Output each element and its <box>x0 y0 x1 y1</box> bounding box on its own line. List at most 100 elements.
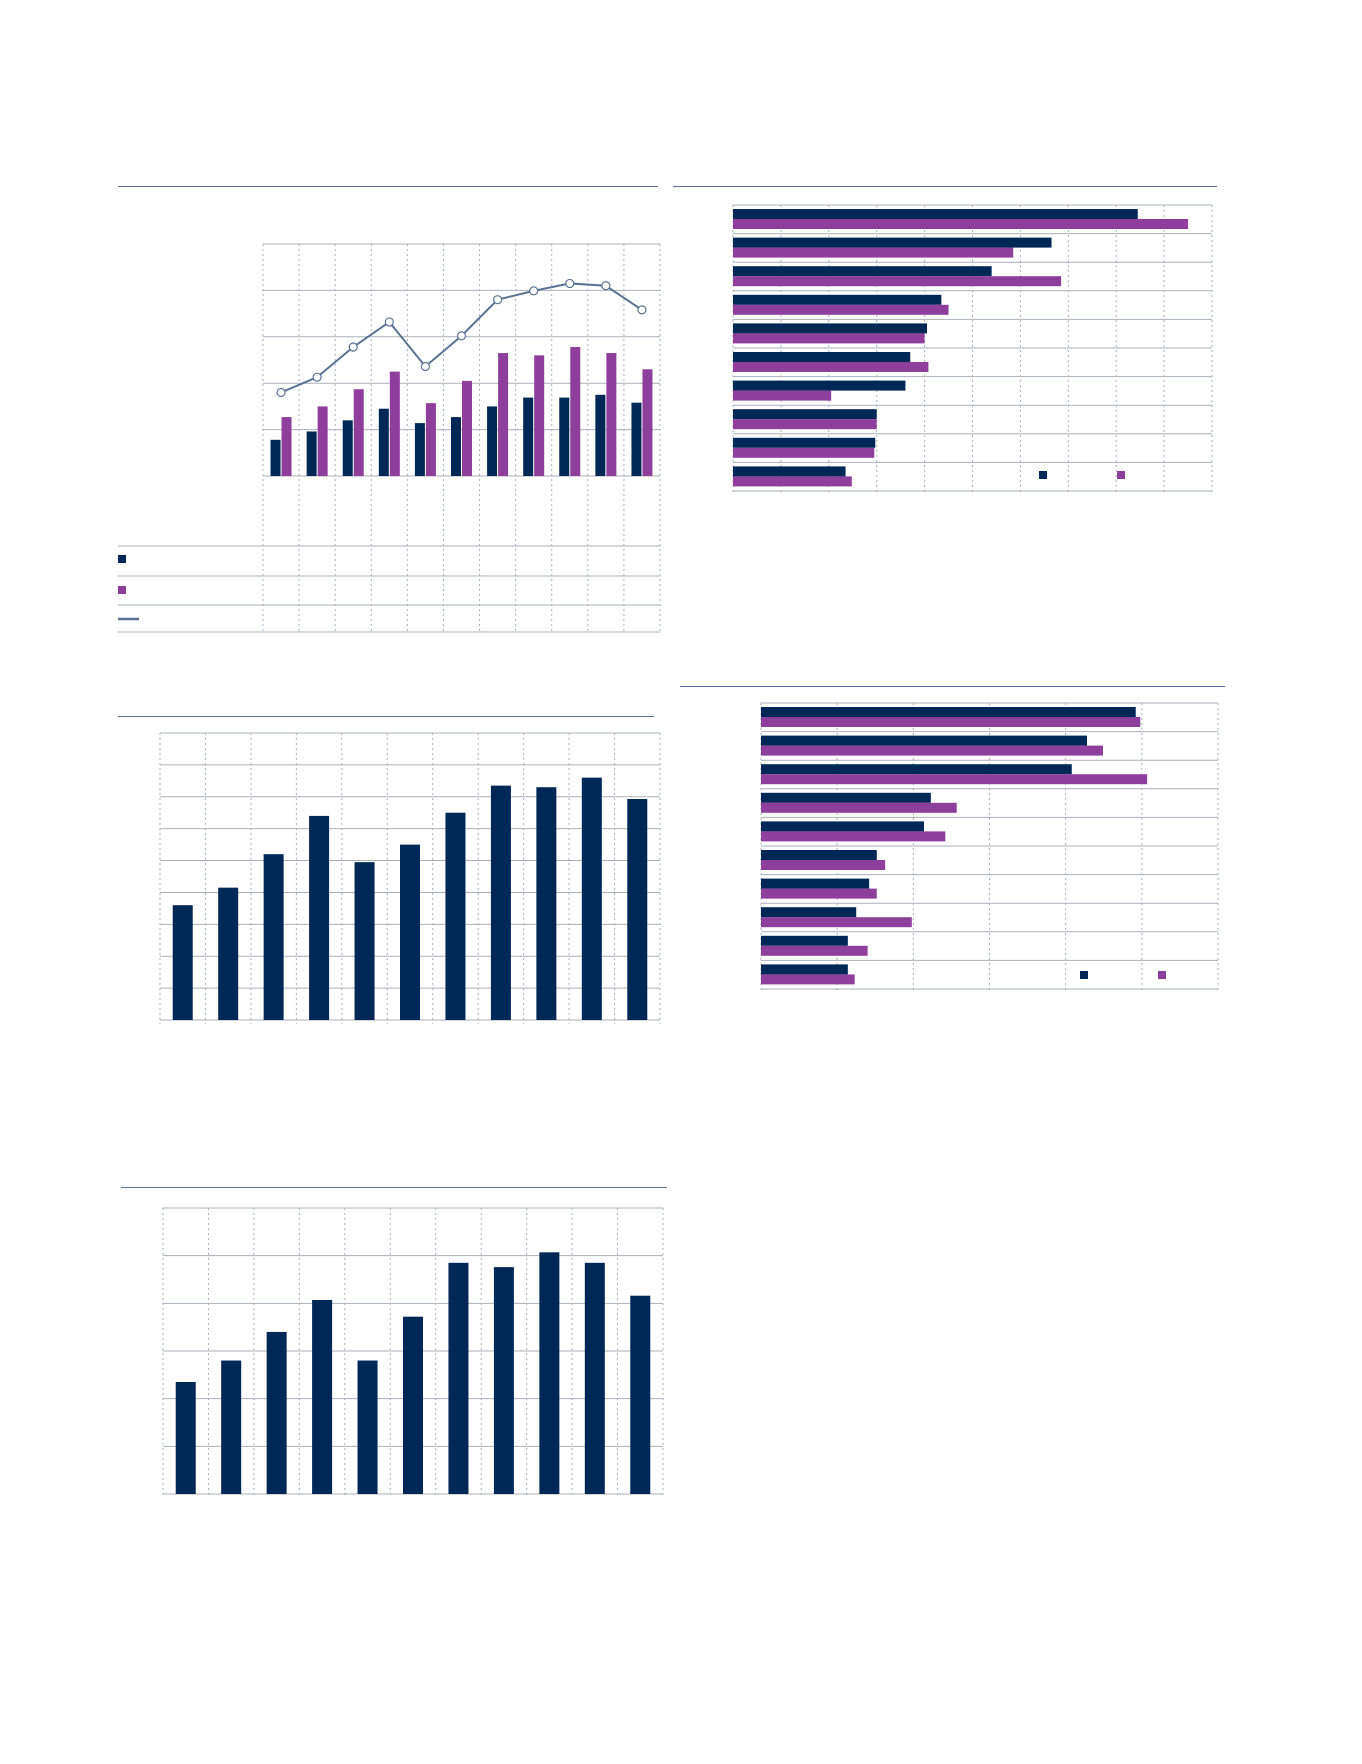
bar <box>733 219 1189 229</box>
bar <box>462 380 472 476</box>
chart-2-title-rule <box>673 186 1217 187</box>
bar <box>733 409 877 420</box>
bar <box>733 294 942 305</box>
chart-1-title-rule <box>118 186 658 187</box>
bar <box>306 431 317 476</box>
bar <box>733 237 1052 248</box>
bar <box>309 815 330 1020</box>
bar <box>218 887 239 1020</box>
bar <box>733 380 906 391</box>
bar <box>761 878 870 889</box>
bar <box>631 402 642 476</box>
bar <box>761 735 1087 746</box>
bar <box>733 419 877 430</box>
bar <box>761 945 868 956</box>
legend-key-series-1 <box>1080 971 1088 979</box>
bar <box>761 745 1103 756</box>
bar <box>357 1360 378 1494</box>
bar <box>733 476 852 487</box>
bar <box>581 777 602 1020</box>
bar <box>595 394 606 476</box>
bar <box>642 369 653 476</box>
chart-3-title-rule <box>118 716 654 717</box>
bar <box>733 390 832 401</box>
line-point <box>601 281 611 291</box>
line-point <box>312 372 322 382</box>
bar <box>761 707 1136 717</box>
bar <box>493 1267 514 1494</box>
bar <box>281 417 292 476</box>
bar <box>263 854 284 1020</box>
bar <box>445 812 466 1020</box>
bar <box>539 1252 560 1494</box>
bar <box>761 907 857 918</box>
legend-key-series-1 <box>1039 471 1047 479</box>
bar <box>414 423 425 476</box>
line-point <box>420 361 431 372</box>
bar <box>733 323 927 334</box>
bar <box>761 821 924 832</box>
line-point <box>276 387 286 398</box>
line-point <box>637 305 647 315</box>
bar <box>733 437 876 448</box>
bar <box>733 352 911 362</box>
bar <box>761 860 886 870</box>
bar <box>761 764 1072 775</box>
bar <box>733 276 1062 287</box>
bar <box>733 466 846 477</box>
bar <box>733 209 1138 219</box>
bar <box>342 420 353 476</box>
bar <box>389 371 400 476</box>
bar <box>761 792 931 803</box>
bar <box>317 406 328 476</box>
bar <box>761 964 848 975</box>
bar <box>536 787 557 1020</box>
bar <box>175 1381 196 1494</box>
legend-key-series-2 <box>1158 971 1166 979</box>
bar <box>733 333 925 344</box>
legend-key-series-1 <box>118 555 126 563</box>
line-point <box>456 331 467 341</box>
bar <box>534 355 545 476</box>
bar <box>498 353 509 476</box>
bar <box>266 1331 287 1494</box>
bar <box>570 347 581 476</box>
legend-key-series-2 <box>1117 471 1125 479</box>
bar <box>733 247 1014 258</box>
bar <box>733 362 929 372</box>
bar <box>451 417 461 476</box>
bar <box>733 266 992 277</box>
bar <box>400 844 420 1020</box>
bar <box>606 353 617 476</box>
line-point <box>492 295 503 305</box>
line-point <box>529 286 539 296</box>
bar <box>733 304 949 315</box>
bar <box>761 935 848 946</box>
bar <box>490 785 511 1020</box>
chart-4-title-rule <box>680 686 1225 687</box>
bar <box>761 917 912 928</box>
bar <box>487 406 498 476</box>
bar <box>312 1299 333 1494</box>
bar <box>559 397 570 476</box>
bar <box>761 802 957 813</box>
bar <box>172 905 193 1020</box>
legend-key-series-2 <box>118 586 126 594</box>
chart-5-title-rule <box>121 1187 667 1188</box>
bar <box>761 774 1148 785</box>
bar <box>523 397 534 476</box>
bar <box>627 799 648 1020</box>
line-point <box>565 278 575 289</box>
line-point <box>348 342 358 352</box>
bar <box>403 1316 423 1494</box>
bar <box>584 1262 605 1494</box>
bar <box>354 862 375 1020</box>
bar <box>378 408 389 476</box>
bar <box>761 974 855 985</box>
